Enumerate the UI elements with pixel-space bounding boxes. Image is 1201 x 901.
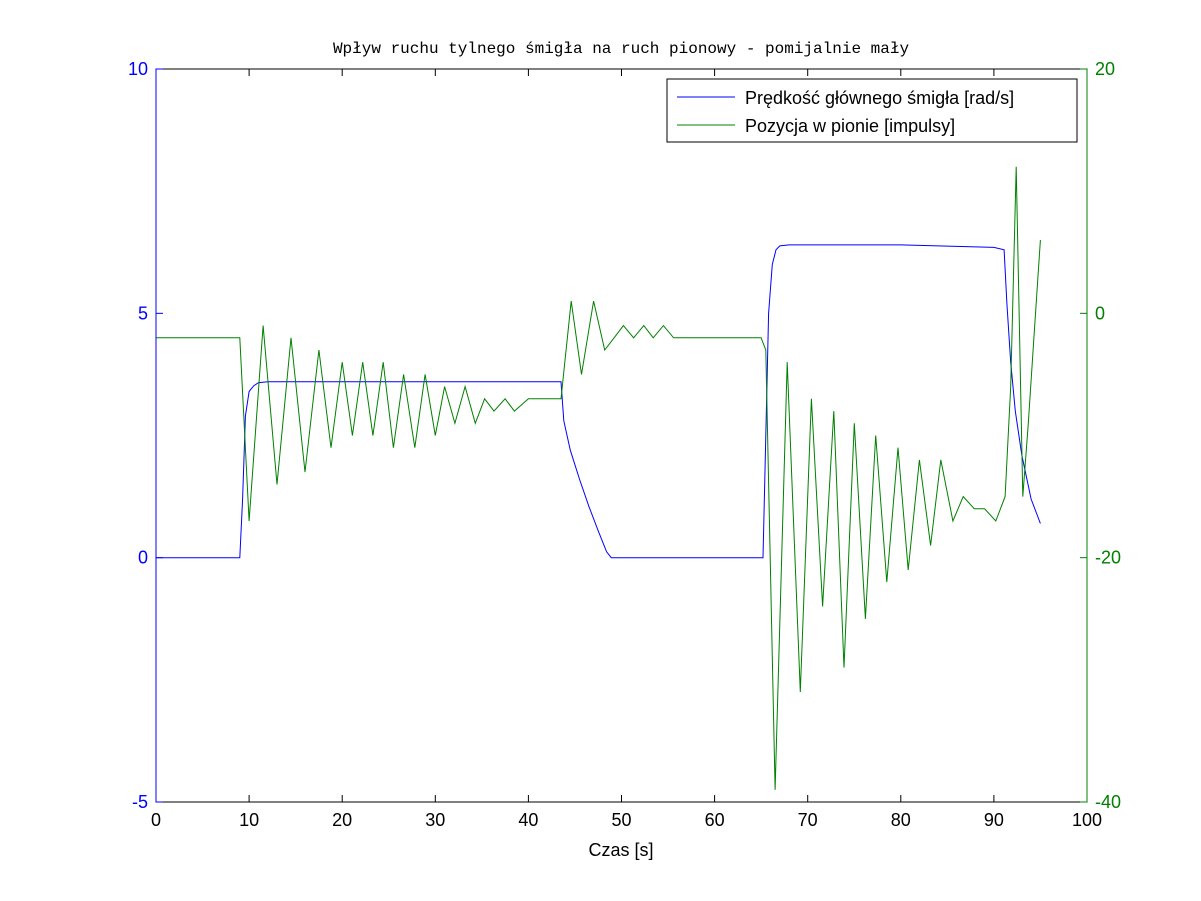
- series-line-position: [156, 166, 1041, 790]
- x-tick-label: 0: [151, 810, 161, 830]
- series-line-speed: [156, 244, 1041, 559]
- x-tick-label: 20: [332, 810, 352, 830]
- legend: Prędkość głównego śmigła [rad/s] Pozycja…: [666, 78, 1078, 143]
- x-tick-label: 10: [239, 810, 259, 830]
- x-tick-label: 60: [705, 810, 725, 830]
- y-left-tick-label: 0: [138, 548, 148, 568]
- y-left-tick-label: 10: [128, 59, 148, 79]
- chart-title: Wpływ ruchu tylnego śmigła na ruch piono…: [333, 40, 909, 58]
- x-tick-label: 100: [1072, 810, 1102, 830]
- y-right-tick-label: -20: [1095, 548, 1121, 568]
- x-tick-label: 80: [891, 810, 911, 830]
- y-left-tick-label: 5: [138, 303, 148, 323]
- legend-box: [666, 78, 1078, 143]
- legend-label-speed: Prędkość głównego śmigła [rad/s]: [745, 88, 1014, 108]
- x-axis-label: Czas [s]: [588, 840, 653, 860]
- x-tick-label: 90: [984, 810, 1004, 830]
- x-tick-label: 30: [425, 810, 445, 830]
- y-right-tick-label: 0: [1095, 303, 1105, 323]
- y-right-tick-label: -40: [1095, 792, 1121, 812]
- series-layer: [156, 166, 1041, 790]
- x-tick-label: 70: [798, 810, 818, 830]
- legend-label-position: Pozycja w pionie [impulsy]: [745, 116, 955, 136]
- x-tick-label: 50: [611, 810, 631, 830]
- plot-area: [156, 69, 1087, 802]
- x-tick-label: 40: [518, 810, 538, 830]
- y-left-tick-label: -5: [132, 792, 148, 812]
- y-right-tick-label: 20: [1095, 59, 1115, 79]
